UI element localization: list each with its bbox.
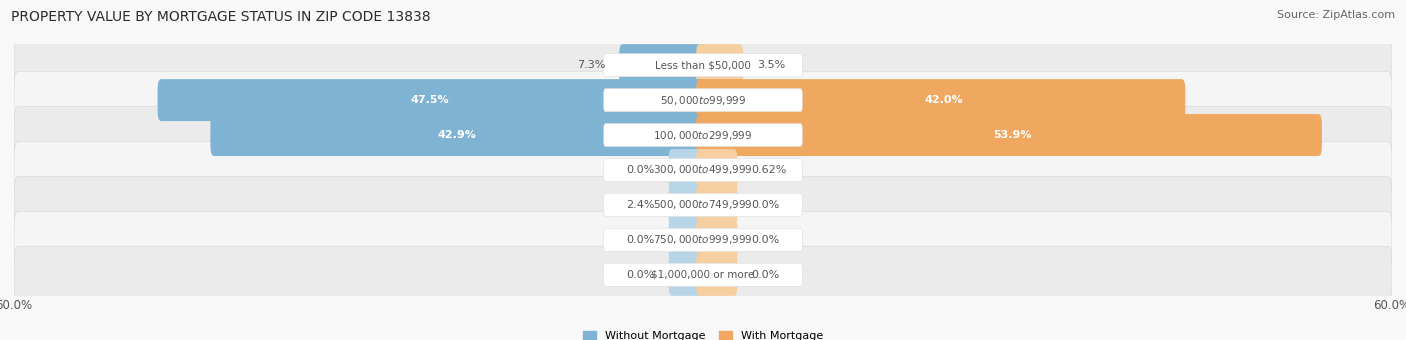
FancyBboxPatch shape — [603, 89, 803, 112]
Text: Less than $50,000: Less than $50,000 — [655, 60, 751, 70]
Text: 0.0%: 0.0% — [627, 235, 655, 245]
Text: 3.5%: 3.5% — [756, 60, 785, 70]
FancyBboxPatch shape — [696, 114, 1322, 156]
FancyBboxPatch shape — [211, 114, 706, 156]
Text: 2.4%: 2.4% — [626, 200, 655, 210]
Text: $500,000 to $749,999: $500,000 to $749,999 — [654, 199, 752, 211]
Text: $300,000 to $499,999: $300,000 to $499,999 — [654, 164, 752, 176]
Text: $1,000,000 or more: $1,000,000 or more — [651, 270, 755, 280]
FancyBboxPatch shape — [14, 106, 1392, 164]
Text: 53.9%: 53.9% — [993, 130, 1032, 140]
Text: 0.0%: 0.0% — [627, 165, 655, 175]
Text: $50,000 to $99,999: $50,000 to $99,999 — [659, 94, 747, 107]
FancyBboxPatch shape — [669, 184, 706, 226]
FancyBboxPatch shape — [603, 263, 803, 286]
FancyBboxPatch shape — [603, 158, 803, 182]
Text: PROPERTY VALUE BY MORTGAGE STATUS IN ZIP CODE 13838: PROPERTY VALUE BY MORTGAGE STATUS IN ZIP… — [11, 10, 430, 24]
Legend: Without Mortgage, With Mortgage: Without Mortgage, With Mortgage — [578, 326, 828, 340]
FancyBboxPatch shape — [603, 228, 803, 251]
Text: $100,000 to $299,999: $100,000 to $299,999 — [654, 129, 752, 141]
Text: 7.3%: 7.3% — [576, 60, 606, 70]
FancyBboxPatch shape — [696, 219, 738, 261]
FancyBboxPatch shape — [14, 176, 1392, 234]
FancyBboxPatch shape — [157, 79, 706, 121]
FancyBboxPatch shape — [669, 149, 706, 191]
Text: $750,000 to $999,999: $750,000 to $999,999 — [654, 233, 752, 246]
FancyBboxPatch shape — [14, 141, 1392, 199]
Text: 0.62%: 0.62% — [751, 165, 786, 175]
FancyBboxPatch shape — [696, 79, 1185, 121]
FancyBboxPatch shape — [696, 149, 738, 191]
FancyBboxPatch shape — [14, 211, 1392, 269]
Text: 0.0%: 0.0% — [751, 235, 779, 245]
FancyBboxPatch shape — [14, 246, 1392, 304]
FancyBboxPatch shape — [669, 219, 706, 261]
FancyBboxPatch shape — [619, 44, 706, 86]
FancyBboxPatch shape — [603, 193, 803, 217]
FancyBboxPatch shape — [696, 44, 744, 86]
Text: Source: ZipAtlas.com: Source: ZipAtlas.com — [1277, 10, 1395, 20]
Text: 42.9%: 42.9% — [437, 130, 477, 140]
Text: 0.0%: 0.0% — [751, 270, 779, 280]
Text: 0.0%: 0.0% — [751, 200, 779, 210]
FancyBboxPatch shape — [696, 184, 738, 226]
FancyBboxPatch shape — [669, 254, 706, 296]
FancyBboxPatch shape — [603, 54, 803, 77]
Text: 0.0%: 0.0% — [627, 270, 655, 280]
Text: 47.5%: 47.5% — [411, 95, 450, 105]
Text: 42.0%: 42.0% — [925, 95, 963, 105]
FancyBboxPatch shape — [603, 123, 803, 147]
FancyBboxPatch shape — [14, 36, 1392, 94]
FancyBboxPatch shape — [14, 71, 1392, 129]
FancyBboxPatch shape — [696, 254, 738, 296]
